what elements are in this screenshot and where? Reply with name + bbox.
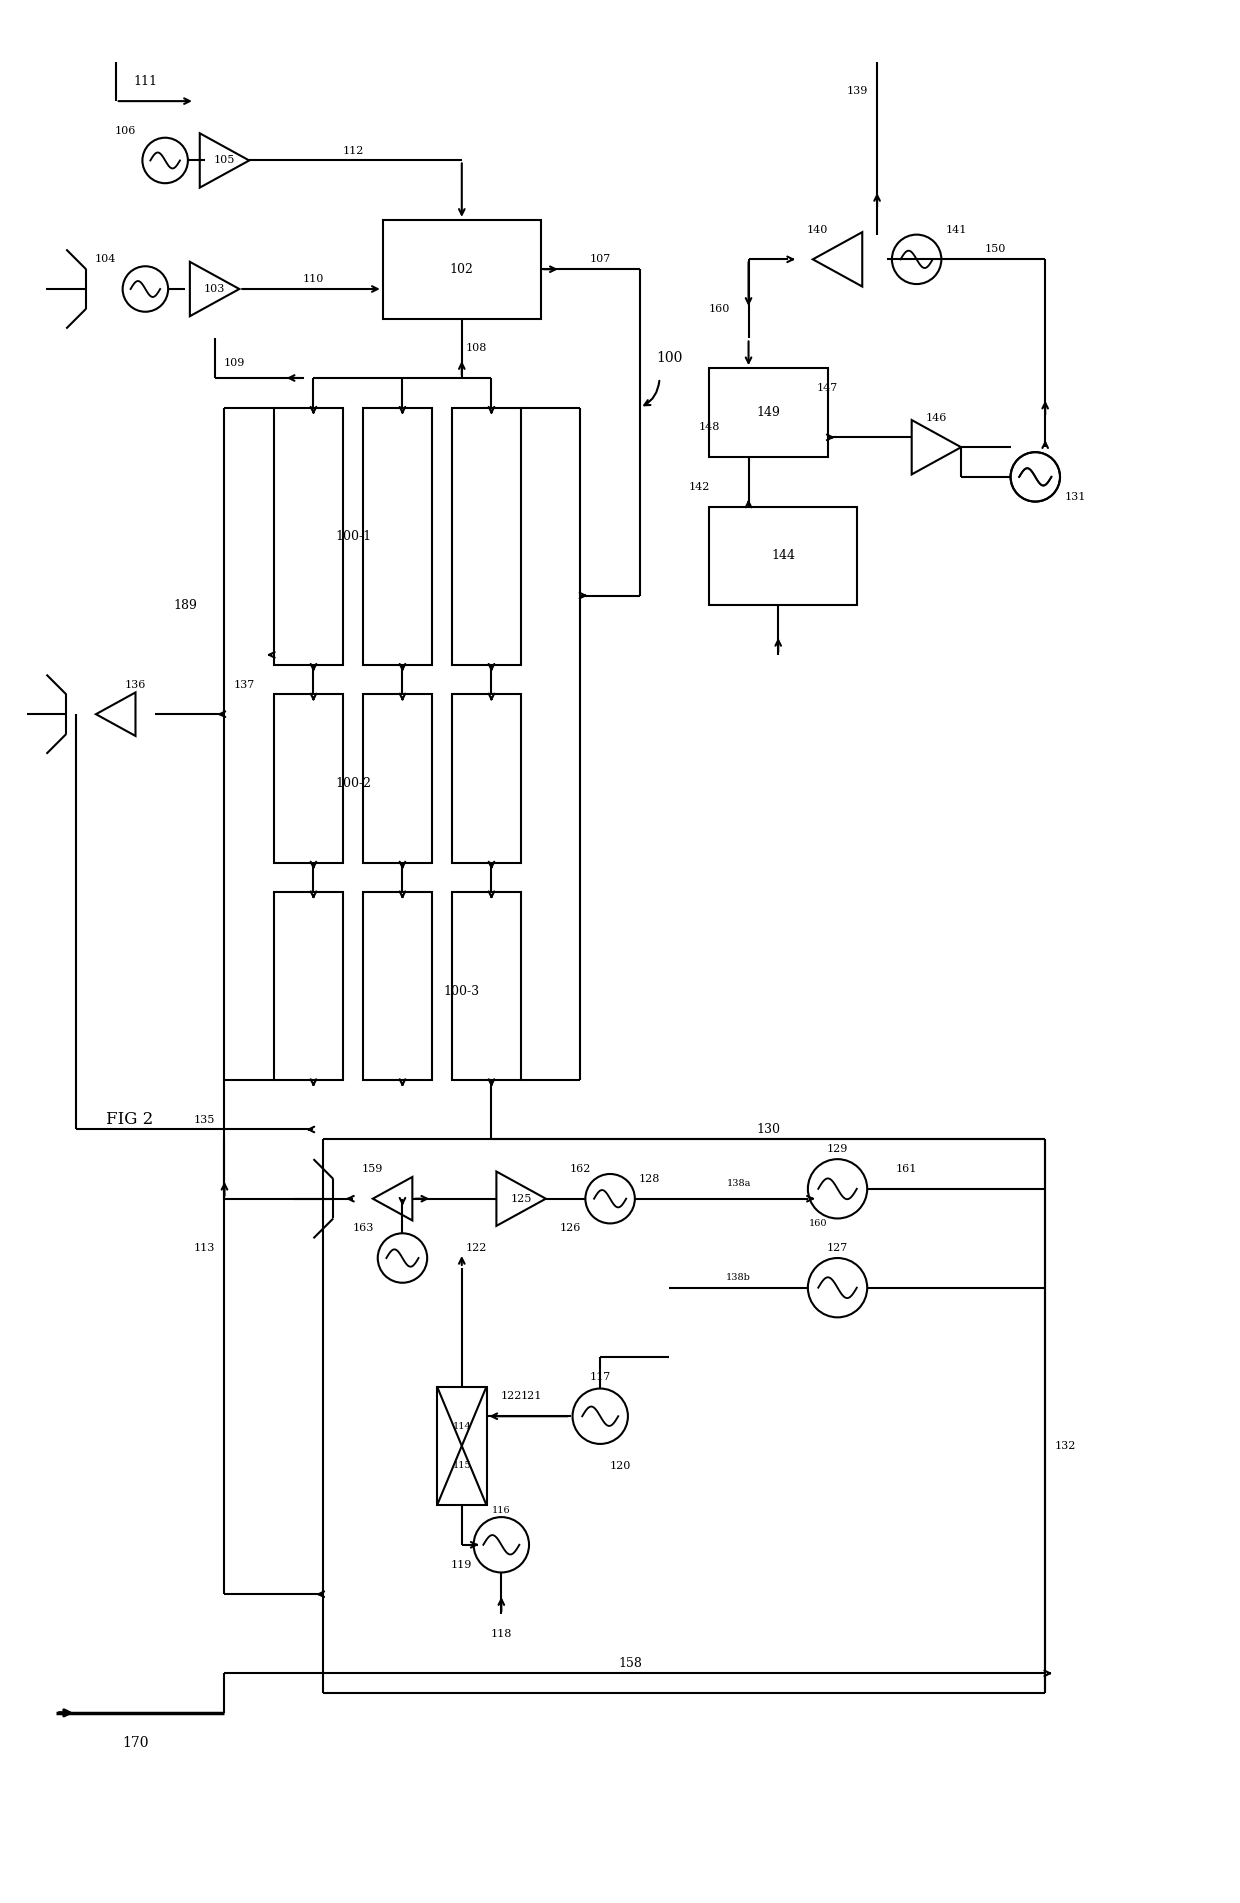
Text: 147: 147	[817, 383, 838, 392]
Text: 162: 162	[569, 1165, 591, 1174]
Text: 113: 113	[193, 1243, 216, 1254]
Text: 120: 120	[609, 1462, 631, 1471]
Bar	[709, 506, 857, 605]
Text: 122: 122	[466, 1243, 487, 1254]
Text: 137: 137	[233, 679, 255, 689]
Text: 122: 122	[501, 1391, 522, 1401]
Text: 138b: 138b	[727, 1273, 751, 1283]
Text: 129: 129	[827, 1144, 848, 1155]
Text: 115: 115	[453, 1462, 471, 1471]
Text: 100-3: 100-3	[444, 984, 480, 997]
Text: 108: 108	[466, 343, 487, 354]
Text: 118: 118	[491, 1629, 512, 1638]
Bar	[363, 893, 432, 1081]
Text: 149: 149	[756, 405, 780, 419]
Bar	[709, 367, 827, 457]
Text: 160: 160	[708, 304, 729, 314]
Text: 146: 146	[926, 413, 947, 422]
Text: 102: 102	[450, 263, 474, 276]
Bar	[451, 407, 521, 664]
Text: 161: 161	[897, 1165, 918, 1174]
Bar	[383, 219, 541, 318]
Text: 100: 100	[656, 352, 683, 365]
Text: 103: 103	[203, 284, 226, 293]
Bar	[274, 407, 343, 664]
Text: 111: 111	[134, 74, 157, 88]
Text: 127: 127	[827, 1243, 848, 1254]
Bar	[436, 1387, 486, 1505]
Text: 159: 159	[362, 1165, 383, 1174]
Text: 144: 144	[771, 550, 795, 563]
Bar	[274, 893, 343, 1081]
Text: 116: 116	[492, 1505, 511, 1515]
Text: 150: 150	[985, 244, 1007, 255]
Text: 126: 126	[560, 1224, 582, 1233]
Text: 125: 125	[511, 1193, 532, 1205]
Text: 109: 109	[223, 358, 246, 367]
Text: 110: 110	[303, 274, 324, 284]
Text: 104: 104	[95, 255, 117, 265]
Bar	[274, 695, 343, 862]
Text: 142: 142	[688, 481, 709, 491]
Text: 160: 160	[808, 1220, 827, 1227]
Text: 128: 128	[639, 1174, 661, 1184]
Text: 131: 131	[1064, 491, 1085, 502]
Text: 140: 140	[807, 225, 828, 234]
Text: 107: 107	[589, 255, 611, 265]
Bar	[363, 695, 432, 862]
Text: 189: 189	[174, 599, 197, 613]
Bar	[451, 695, 521, 862]
Text: 138a: 138a	[727, 1180, 751, 1187]
Text: 112: 112	[342, 145, 363, 156]
Text: 130: 130	[756, 1123, 780, 1136]
Bar	[451, 893, 521, 1081]
Text: 163: 163	[352, 1224, 373, 1233]
Text: 119: 119	[451, 1560, 472, 1570]
Text: 141: 141	[946, 225, 967, 234]
Text: 100-1: 100-1	[335, 529, 371, 542]
Text: 135: 135	[193, 1115, 216, 1125]
Text: 136: 136	[125, 679, 146, 689]
Text: 170: 170	[123, 1736, 149, 1749]
Text: 121: 121	[521, 1391, 542, 1401]
Bar	[363, 407, 432, 664]
Text: 105: 105	[213, 156, 236, 166]
Text: 106: 106	[115, 126, 136, 135]
Text: FIG 2: FIG 2	[105, 1111, 153, 1128]
Text: 139: 139	[847, 86, 868, 97]
Text: 114: 114	[453, 1422, 471, 1431]
Text: 148: 148	[698, 422, 719, 432]
Text: 132: 132	[1054, 1441, 1075, 1450]
Text: 158: 158	[618, 1658, 642, 1671]
Text: 100-2: 100-2	[335, 776, 371, 790]
Text: 117: 117	[589, 1372, 611, 1382]
